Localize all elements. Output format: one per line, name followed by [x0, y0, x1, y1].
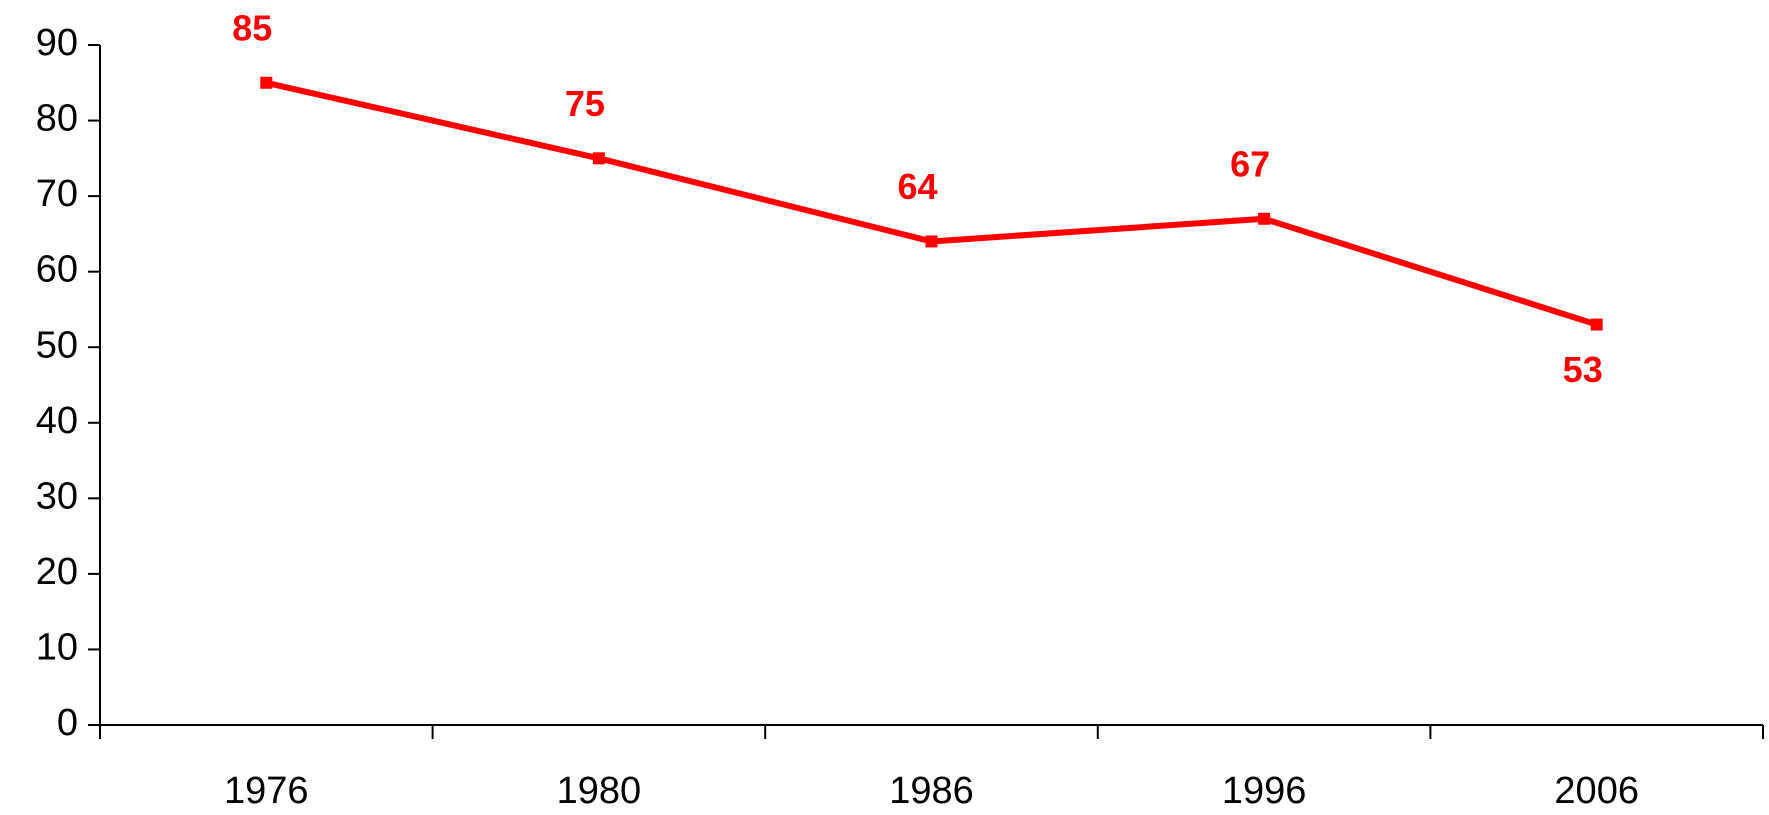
- data-label: 75: [565, 83, 605, 124]
- y-tick-label: 70: [36, 173, 78, 215]
- y-tick-label: 60: [36, 249, 78, 291]
- x-tick-label: 1980: [557, 770, 642, 812]
- data-label: 53: [1563, 349, 1603, 390]
- y-tick-label: 10: [36, 626, 78, 668]
- y-tick-label: 80: [36, 98, 78, 140]
- data-label: 67: [1230, 143, 1270, 184]
- y-tick-label: 30: [36, 475, 78, 517]
- x-tick-label: 2006: [1554, 770, 1639, 812]
- marker: [1590, 318, 1603, 331]
- data-label: 85: [232, 7, 272, 48]
- marker: [925, 235, 938, 248]
- x-tick-label: 1996: [1222, 770, 1307, 812]
- y-tick-label: 90: [36, 22, 78, 64]
- y-tick-label: 40: [36, 400, 78, 442]
- y-tick-label: 0: [57, 702, 78, 744]
- y-tick-label: 20: [36, 551, 78, 593]
- marker: [592, 152, 605, 165]
- x-tick-label: 1976: [224, 770, 309, 812]
- marker: [1258, 212, 1271, 225]
- marker: [260, 76, 273, 89]
- data-label: 64: [897, 166, 937, 207]
- x-tick-label: 1986: [889, 770, 974, 812]
- y-tick-label: 50: [36, 324, 78, 366]
